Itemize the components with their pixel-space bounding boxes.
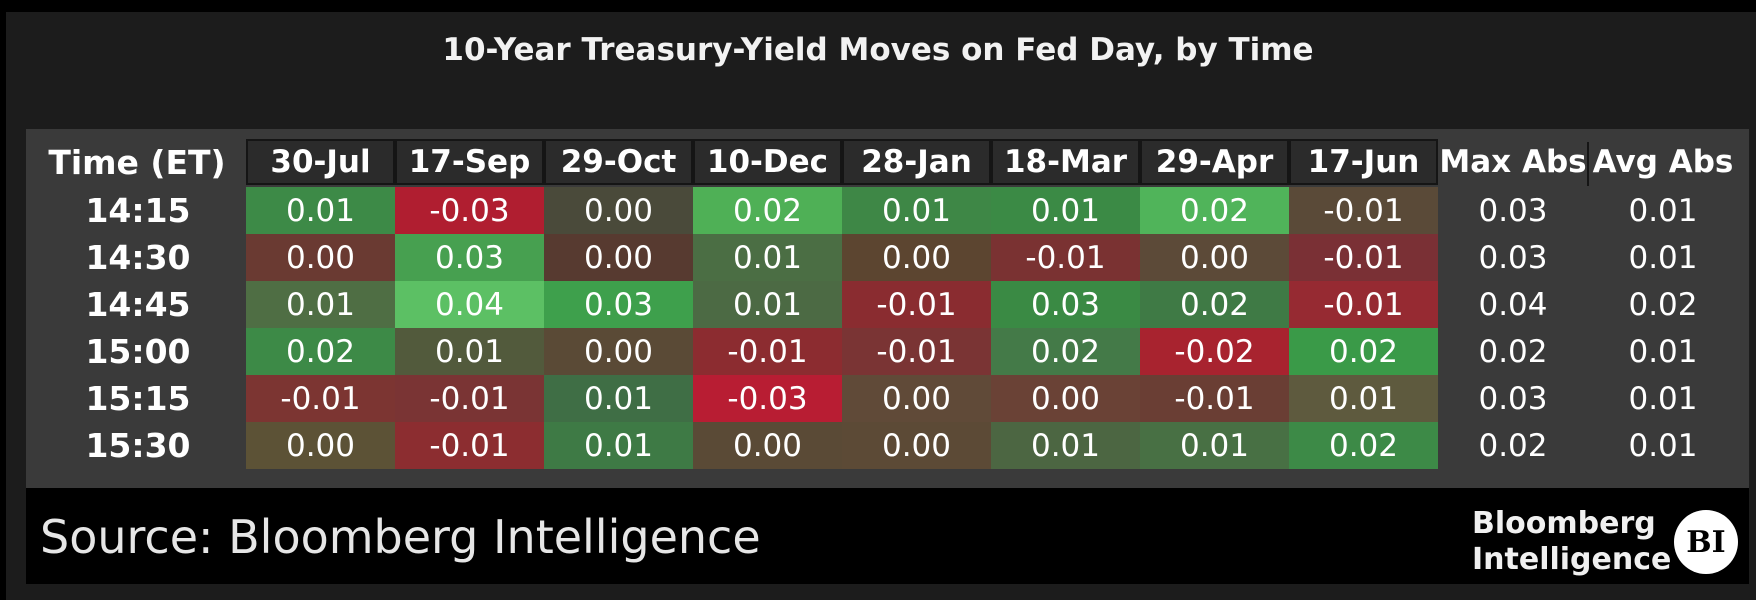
heatmap-cell: -0.01 [842, 328, 991, 375]
avg-abs-cell: 0.01 [1628, 239, 1698, 276]
header-date: 29-Apr [1140, 139, 1289, 185]
heatmap-cell: 0.02 [1140, 281, 1289, 328]
heatmap-cell: -0.03 [693, 375, 842, 422]
heatmap-cell: -0.01 [693, 328, 842, 375]
heatmap-cell: -0.03 [395, 187, 544, 234]
heatmap-cell: 0.00 [991, 375, 1140, 422]
heatmap-cell: 0.01 [1289, 375, 1438, 422]
heatmap-cell: 0.01 [693, 234, 842, 281]
header-time: Time (ET) [48, 142, 226, 182]
max-abs-cell: 0.03 [1478, 192, 1548, 229]
header-stat: Avg Abs [1592, 144, 1734, 180]
heatmap-cell: 0.02 [246, 328, 395, 375]
row-time-label: 15:30 [85, 426, 191, 465]
avg-abs-cell: 0.01 [1628, 192, 1698, 229]
heatmap-cell: 0.00 [246, 422, 395, 469]
header-date: 30-Jul [246, 139, 395, 185]
header-stat: Max Abs [1439, 144, 1587, 180]
logo-line-1: Bloomberg [1472, 506, 1656, 541]
heatmap-cell: -0.01 [991, 234, 1140, 281]
heatmap-cell: -0.01 [1289, 281, 1438, 328]
header-date: 18-Mar [991, 139, 1140, 185]
header-date: 17-Jun [1289, 139, 1438, 185]
heatmap-cell: 0.01 [842, 187, 991, 234]
heatmap-cell: 0.03 [544, 281, 693, 328]
heatmap-cell: 0.02 [1289, 422, 1438, 469]
header-date: 10-Dec [693, 139, 842, 185]
heatmap-cell: -0.01 [1289, 187, 1438, 234]
source-note: Source: Bloomberg Intelligence [40, 510, 761, 564]
logo-line-2: Intelligence [1472, 542, 1672, 577]
header-date: 17-Sep [395, 139, 544, 185]
heatmap-cell: 0.00 [693, 422, 842, 469]
heatmap-cell: 0.01 [246, 281, 395, 328]
heatmap-cell: 0.02 [991, 328, 1140, 375]
heatmap-cell: -0.01 [1140, 375, 1289, 422]
header-date: 29-Oct [544, 139, 693, 185]
heatmap-cell: 0.00 [1140, 234, 1289, 281]
heatmap-cell: -0.02 [1140, 328, 1289, 375]
heatmap-cell: 0.02 [1289, 328, 1438, 375]
heatmap-cell: 0.03 [395, 234, 544, 281]
heatmap-cell: 0.01 [395, 328, 544, 375]
avg-abs-cell: 0.02 [1628, 286, 1698, 323]
heatmap-cell: 0.01 [991, 187, 1140, 234]
max-abs-cell: 0.04 [1478, 286, 1548, 323]
avg-abs-cell: 0.01 [1628, 333, 1698, 370]
heatmap-cell: 0.02 [1140, 187, 1289, 234]
bi-badge-icon: BI [1674, 510, 1738, 574]
heatmap-cell: 0.02 [693, 187, 842, 234]
max-abs-cell: 0.02 [1478, 427, 1548, 464]
row-time-label: 14:45 [85, 285, 191, 324]
row-time-label: 15:15 [85, 379, 191, 418]
header-divider [1587, 142, 1589, 186]
heatmap-cell: 0.03 [991, 281, 1140, 328]
heatmap-cell: 0.01 [246, 187, 395, 234]
avg-abs-cell: 0.01 [1628, 380, 1698, 417]
footer-bar [26, 488, 1749, 584]
heatmap-cell: -0.01 [395, 375, 544, 422]
max-abs-cell: 0.02 [1478, 333, 1548, 370]
row-time-label: 14:30 [85, 238, 191, 277]
heatmap-cell: -0.01 [1289, 234, 1438, 281]
heatmap-cell: -0.01 [246, 375, 395, 422]
heatmap-cell: 0.00 [842, 234, 991, 281]
max-abs-cell: 0.03 [1478, 380, 1548, 417]
heatmap-cell: 0.01 [693, 281, 842, 328]
heatmap-cell: 0.00 [544, 234, 693, 281]
heatmap-cell: 0.00 [544, 328, 693, 375]
heatmap-cell: 0.00 [842, 422, 991, 469]
row-time-label: 15:00 [85, 332, 191, 371]
heatmap-cell: 0.01 [544, 422, 693, 469]
heatmap-cell: 0.00 [842, 375, 991, 422]
heatmap-cell: 0.01 [991, 422, 1140, 469]
heatmap-cell: 0.04 [395, 281, 544, 328]
heatmap-cell: -0.01 [395, 422, 544, 469]
heatmap-cell: 0.01 [1140, 422, 1289, 469]
header-date: 28-Jan [842, 139, 991, 185]
bloomberg-intelligence-logo: Bloomberg Intelligence [1472, 506, 1671, 578]
row-time-label: 14:15 [85, 191, 191, 230]
heatmap-cell: -0.01 [842, 281, 991, 328]
heatmap-cell: 0.00 [246, 234, 395, 281]
heatmap-cell: 0.01 [544, 375, 693, 422]
avg-abs-cell: 0.01 [1628, 427, 1698, 464]
chart-title: 10-Year Treasury-Yield Moves on Fed Day,… [442, 32, 1314, 68]
heatmap-cell: 0.00 [544, 187, 693, 234]
max-abs-cell: 0.03 [1478, 239, 1548, 276]
